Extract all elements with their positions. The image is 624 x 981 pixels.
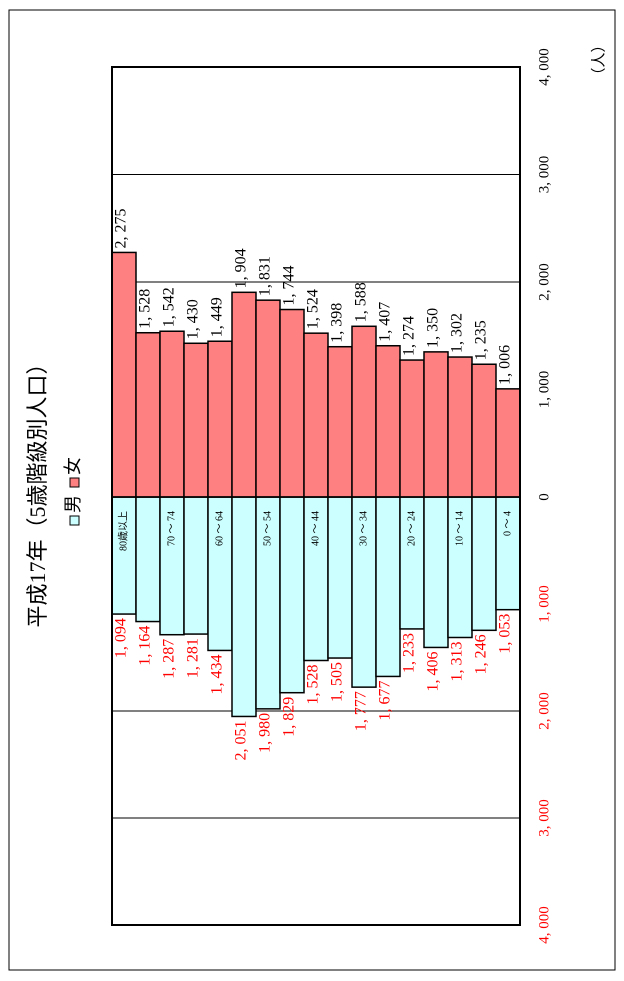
- value-label: 1, 904: [233, 248, 250, 288]
- value-label: 1, 302: [449, 313, 466, 353]
- value-label: 1, 398: [329, 303, 346, 343]
- value-label: 1, 831: [257, 256, 274, 296]
- legend-label: 男: [63, 495, 83, 513]
- value-label: 1, 434: [209, 654, 226, 694]
- value-label: 1, 313: [449, 641, 466, 681]
- value-label: 2, 275: [113, 208, 130, 248]
- value-label: 1, 407: [377, 302, 394, 342]
- bar: [231, 496, 257, 718]
- bar: [351, 325, 377, 498]
- bar: [231, 291, 257, 498]
- category-label: 0 ～ 4: [502, 511, 513, 536]
- y-tick-label: 4, 000: [536, 48, 552, 86]
- rotated-chart: 平成17年（5歳階級別人口） （人） 0 1, 000 2, 000 3, 000 4,…: [25, 37, 607, 943]
- value-label: 1, 350: [425, 308, 442, 348]
- bar: [495, 388, 521, 498]
- bar: [207, 340, 233, 498]
- value-label: 1, 777: [353, 691, 370, 731]
- category-label: 50 ～ 54: [262, 511, 273, 546]
- bar: [447, 356, 473, 498]
- bar: [471, 363, 497, 498]
- bar: [135, 496, 161, 623]
- y2-tick-label: 1, 000: [536, 585, 552, 623]
- bar: [159, 330, 185, 498]
- value-label: 2, 051: [233, 720, 250, 760]
- bar: [255, 299, 281, 498]
- value-label: 1, 246: [473, 634, 490, 674]
- value-label: 1, 164: [137, 626, 154, 666]
- legend-swatch: [69, 477, 80, 488]
- category-label: 80歳以上: [117, 511, 129, 551]
- y2-tick-label: 2, 000: [536, 692, 552, 730]
- value-label: 1, 524: [305, 289, 322, 329]
- value-label: 1, 274: [401, 316, 418, 356]
- value-label: 1, 281: [185, 638, 202, 678]
- category-label: 10 ～ 14: [454, 511, 465, 546]
- chart-title: 平成17年（5歳階級別人口）: [25, 352, 50, 627]
- legend-label: 女: [63, 457, 83, 475]
- bar: [327, 496, 353, 659]
- value-label: 1, 588: [353, 282, 370, 322]
- legend-swatch: [69, 515, 80, 526]
- value-label: 1, 449: [209, 297, 226, 337]
- y-tick-label: 1, 000: [536, 371, 552, 409]
- unit-label: （人）: [590, 37, 607, 82]
- bar: [423, 351, 449, 498]
- y2-tick-label: 3, 000: [536, 799, 552, 837]
- value-label: 1, 744: [281, 266, 298, 306]
- value-label: 1, 287: [161, 639, 178, 679]
- bar: [375, 344, 401, 498]
- plot-frame: [111, 66, 521, 926]
- value-label: 1, 528: [305, 664, 322, 704]
- category-label: 70 ～ 74: [166, 511, 177, 546]
- category-label: 60 ～ 64: [214, 511, 225, 546]
- y-tick-label: 3, 000: [536, 156, 552, 194]
- value-label: 1, 053: [497, 614, 514, 654]
- y-tick-label: 2, 000: [536, 263, 552, 301]
- value-label: 1, 677: [377, 680, 394, 720]
- bar: [399, 359, 425, 498]
- value-label: 1, 406: [425, 651, 442, 691]
- value-label: 1, 006: [497, 345, 514, 385]
- value-label: 1, 980: [257, 713, 274, 753]
- bar: [111, 251, 137, 498]
- bar: [279, 496, 305, 694]
- y2-tick-label: 4, 000: [536, 906, 552, 944]
- value-label: 1, 235: [473, 320, 490, 360]
- value-label: 1, 528: [137, 289, 154, 329]
- bar: [423, 496, 449, 649]
- value-label: 1, 233: [401, 633, 418, 673]
- bar: [303, 332, 329, 498]
- bar: [183, 342, 209, 498]
- category-label: 20 ～ 24: [406, 511, 417, 546]
- bar: [327, 345, 353, 498]
- category-label: 30 ～ 34: [358, 511, 369, 546]
- category-label: 40 ～ 44: [310, 511, 321, 546]
- value-label: 1, 829: [281, 697, 298, 737]
- y-tick-label: 0: [536, 493, 552, 501]
- value-label: 1, 094: [113, 618, 130, 658]
- value-label: 1, 505: [329, 662, 346, 702]
- value-label: 1, 542: [161, 287, 178, 327]
- bar: [279, 308, 305, 498]
- bar: [471, 496, 497, 632]
- bar: [183, 496, 209, 635]
- bar: [375, 496, 401, 678]
- value-label: 1, 430: [185, 299, 202, 339]
- bar: [135, 331, 161, 498]
